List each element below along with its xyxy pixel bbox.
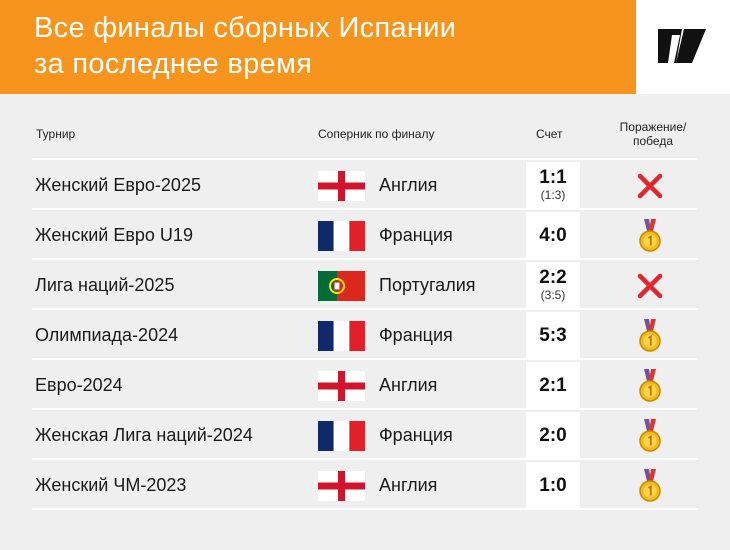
result-win [636,218,664,254]
logo-box [636,0,730,94]
score-cell: 1:1 (1:3) [526,162,580,210]
match-score: 2:1 [539,375,567,396]
gold-medal-icon [639,319,661,352]
row-divider [32,358,698,360]
table-row: Олимпиада-2024 Франция 5:3 [32,312,698,360]
portugal-flag-icon [318,271,365,301]
column-header-result-line-1: Поражение/ [619,120,687,134]
score-cell: 5:3 [526,312,580,360]
row-divider [32,308,698,310]
penalty-score: (1:3) [540,188,566,202]
row-divider [32,508,698,510]
score-cell: 1:0 [526,462,580,510]
england-flag-icon [318,171,365,201]
opponent-name: Португалия [379,275,476,295]
title-line-2: за последнее время [34,48,313,80]
table-row: Евро-2024 Англия 2:1 [32,362,698,410]
penalty-score: (3:5) [540,288,566,302]
france-flag-icon [318,321,365,351]
match-score: 2:0 [539,425,567,446]
score-cell: 2:0 [526,412,580,460]
row-divider [32,408,698,410]
england-flag-icon [318,371,365,401]
row-divider [32,458,698,460]
score-cell: 2:1 [526,362,580,410]
row-divider [32,258,698,260]
tournament-name: Женский Евро U19 [35,225,193,245]
score-cell: 4:0 [526,212,580,260]
cross-icon [637,173,663,199]
opponent-name: Англия [379,375,438,395]
opponent-name: Англия [379,175,438,195]
opponent-flag [318,171,365,201]
opponent-flag [318,321,365,351]
page-title: Все финалы сборных Испании за последнее … [34,10,456,82]
score-cell: 2:2 (3:5) [526,262,580,310]
table-row: Женский Евро-2025 Англия 1:1 (1:3) [32,162,698,210]
cross-icon [637,273,663,299]
gold-medal-icon [639,419,661,452]
row-divider [32,208,698,210]
opponent-name: Англия [379,475,438,495]
result-win [636,418,664,454]
column-header-tournament: Турнир [36,127,76,141]
result-loss [636,168,664,204]
opponent-flag [318,371,365,401]
opponent-flag [318,271,365,301]
column-header-result-line-2: победа [633,134,673,148]
opponent-flag [318,471,365,501]
table-row: Женский ЧМ-2023 Англия 1:0 [32,462,698,510]
match-score: 1:0 [539,475,567,496]
gold-medal-icon [639,469,661,502]
tournament-name: Женский Евро-2025 [35,175,201,195]
match-score: 1:1 [539,167,567,188]
gold-medal-icon [639,219,661,252]
gold-medal-icon [639,369,661,402]
logo-icon [658,29,706,63]
table-row: Женский Евро U19 Франция 4:0 [32,212,698,260]
result-win [636,318,664,354]
tournament-name: Женский ЧМ-2023 [35,475,187,495]
result-loss [636,268,664,304]
column-header-opponent: Соперник по финалу [318,127,435,141]
match-score: 2:2 [539,267,567,288]
title-line-1: Все финалы сборных Испании [34,12,457,44]
table-row: Женская Лига наций-2024 Франция 2:0 [32,412,698,460]
opponent-flag [318,421,365,451]
column-header-result: Поражение/ победа [605,120,701,148]
column-header-score: Счет [536,127,563,141]
tournament-name: Евро-2024 [35,375,123,395]
tournament-name: Олимпиада-2024 [35,325,179,345]
france-flag-icon [318,421,365,451]
france-flag-icon [318,221,365,251]
opponent-flag [318,221,365,251]
opponent-name: Франция [379,325,453,345]
england-flag-icon [318,471,365,501]
tournament-name: Женская Лига наций-2024 [35,425,253,445]
header-banner: Все финалы сборных Испании за последнее … [0,0,730,94]
table-divider [32,158,698,160]
opponent-name: Франция [379,425,453,445]
tournament-name: Лига наций-2025 [35,275,175,295]
table-row: Лига наций-2025 Португалия 2:2 (3:5) [32,262,698,310]
opponent-name: Франция [379,225,453,245]
result-win [636,368,664,404]
match-score: 5:3 [539,325,567,346]
match-score: 4:0 [539,225,567,246]
result-win [636,468,664,504]
